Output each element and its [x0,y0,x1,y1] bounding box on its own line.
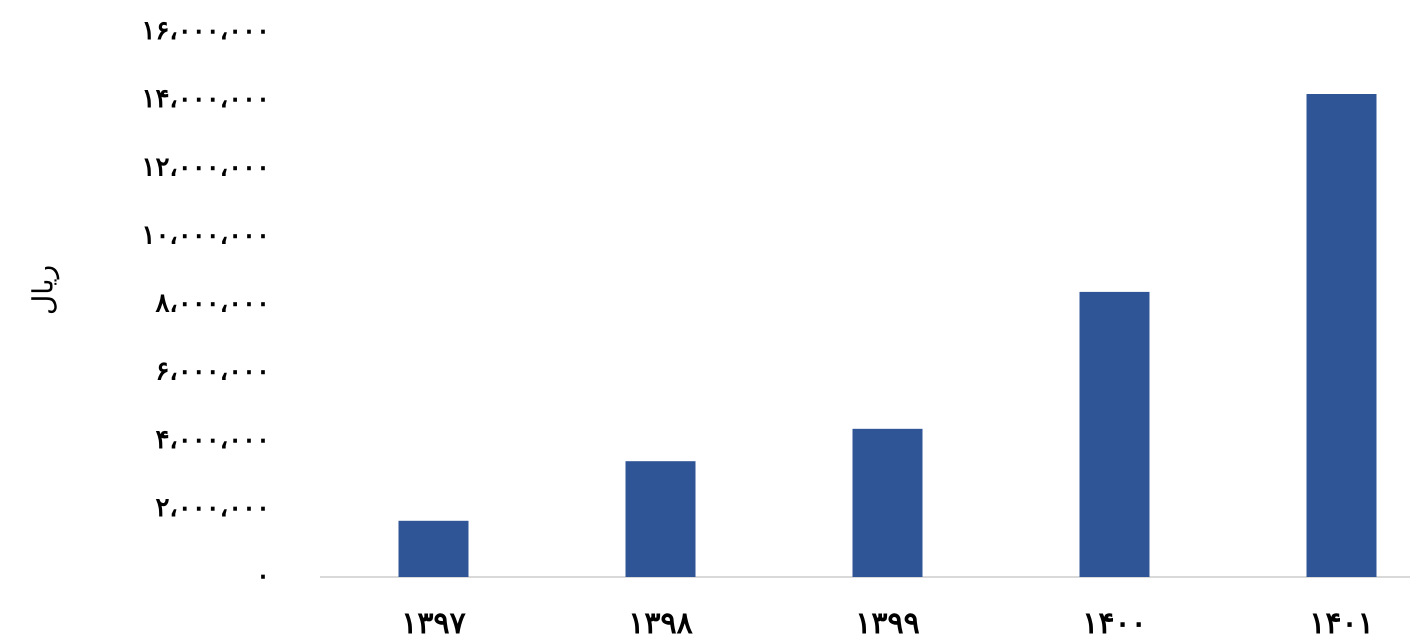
x-tick-label: ۱۳۹۹ [855,606,919,641]
bar [398,520,469,577]
y-tick-label: ۱۲،۰۰۰،۰۰۰ [141,152,270,182]
bar [625,461,696,577]
bar [852,428,923,577]
y-tick-label: ۴،۰۰۰،۰۰۰ [155,425,270,455]
y-tick-label: ۰ [256,561,270,591]
x-tick-label: ۱۴۰۰ [1082,606,1146,641]
y-tick-label: ۱۴،۰۰۰،۰۰۰ [141,84,270,114]
bar [1079,291,1150,577]
x-tick-label: ۱۴۰۱ [1309,606,1373,641]
bar [1306,93,1377,578]
y-tick-label: ۲،۰۰۰،۰۰۰ [155,493,270,523]
x-tick-label: ۱۳۹۸ [628,606,693,641]
y-tick-label: ۱۶،۰۰۰،۰۰۰ [141,16,270,46]
y-tick-label: ۱۰،۰۰۰،۰۰۰ [141,220,270,250]
x-tick-label: ۱۳۹۷ [401,606,466,641]
y-axis-label: ریال [27,265,60,315]
y-tick-label: ۸،۰۰۰،۰۰۰ [154,289,270,319]
y-tick-label: ۶،۰۰۰،۰۰۰ [155,357,270,387]
